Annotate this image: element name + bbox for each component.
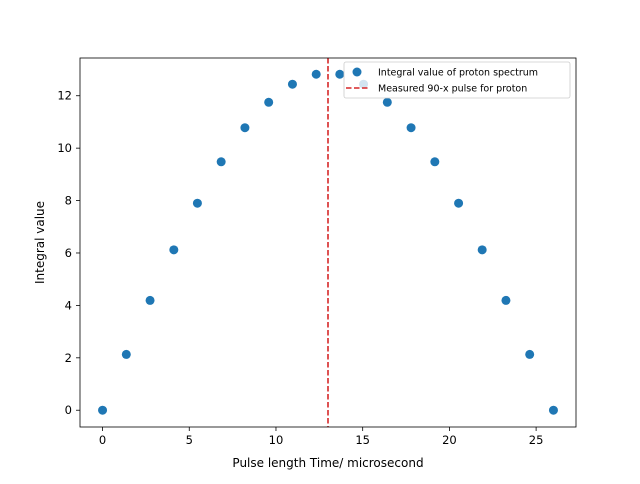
y-tick-label: 2 bbox=[65, 351, 72, 365]
data-point-0-4 bbox=[192, 198, 202, 208]
y-axis-ticks: 0 2 4 6 8 10 12 bbox=[57, 89, 80, 417]
data-point-0-9 bbox=[311, 69, 321, 79]
x-tick-label: 25 bbox=[529, 433, 544, 447]
y-tick-label: 6 bbox=[65, 246, 72, 260]
y-axis-label: Integral value bbox=[33, 201, 47, 284]
x-tick-label: 10 bbox=[269, 433, 284, 447]
x-tick-label: 20 bbox=[442, 433, 457, 447]
data-point-0-12 bbox=[382, 97, 392, 107]
legend-box bbox=[343, 61, 571, 99]
data-point-0-14 bbox=[430, 157, 440, 167]
legend-scatter-marker bbox=[352, 67, 362, 77]
data-point-0-16 bbox=[477, 245, 487, 255]
x-axis-label: Pulse length Time/ microsecond bbox=[232, 456, 423, 470]
x-tick-label: 15 bbox=[355, 433, 370, 447]
data-point-0-2 bbox=[145, 295, 155, 305]
y-tick-label: 10 bbox=[57, 141, 72, 155]
data-point-0-8 bbox=[287, 79, 297, 89]
x-tick-label: 0 bbox=[99, 433, 106, 447]
data-point-0-15 bbox=[454, 198, 464, 208]
data-point-0-3 bbox=[169, 245, 179, 255]
data-point-0-7 bbox=[264, 97, 274, 107]
data-point-0-0 bbox=[98, 405, 108, 415]
y-tick-label: 4 bbox=[65, 298, 72, 312]
data-point-0-13 bbox=[406, 123, 416, 133]
data-point-0-6 bbox=[240, 123, 250, 133]
y-tick-label: 12 bbox=[57, 89, 72, 103]
x-axis-ticks: 0 5 10 15 20 25 bbox=[99, 427, 544, 447]
legend-vline-label: Measured 90-x pulse for proton bbox=[378, 84, 527, 95]
data-point-0-5 bbox=[216, 157, 226, 167]
plot-frame bbox=[79, 57, 577, 428]
data-point-0-18 bbox=[525, 349, 535, 359]
y-tick-label: 8 bbox=[65, 194, 72, 208]
data-point-0-19 bbox=[548, 405, 558, 415]
x-tick-label: 5 bbox=[186, 433, 193, 447]
legend: Integral value of proton spectrum Measur… bbox=[343, 61, 571, 99]
y-tick-label: 0 bbox=[65, 403, 72, 417]
data-point-0-17 bbox=[501, 295, 511, 305]
data-point-0-1 bbox=[121, 349, 131, 359]
data-point-0-10 bbox=[335, 69, 345, 79]
legend-scatter-label: Integral value of proton spectrum bbox=[378, 68, 538, 79]
